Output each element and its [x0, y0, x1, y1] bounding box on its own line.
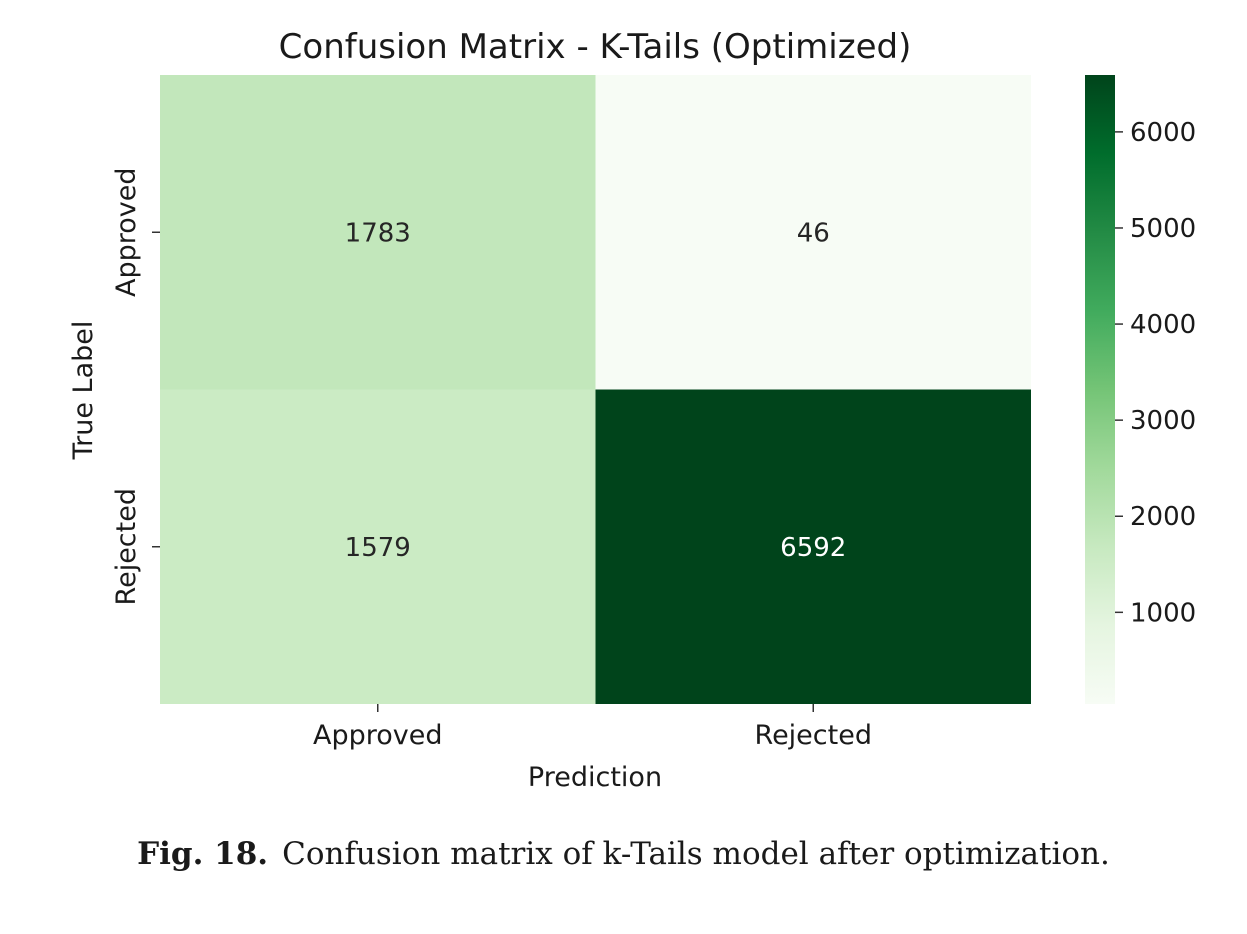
y-axis-ticks: Approved Rejected	[111, 167, 160, 605]
colorbar-tick-label: 1000	[1130, 598, 1196, 628]
x-tick-label: Approved	[313, 720, 443, 751]
chart-title: Confusion Matrix - K-Tails (Optimized)	[279, 27, 912, 67]
x-axis-label: Prediction	[528, 762, 662, 793]
colorbar-tick-label: 5000	[1130, 214, 1196, 244]
heatmap-cell-label: 6592	[780, 533, 846, 563]
heatmap-cell-labels: 1783 46 1579 6592	[345, 218, 847, 563]
y-tick-label: Approved	[111, 167, 142, 297]
colorbar-tick-label: 4000	[1130, 310, 1196, 340]
figure-caption-text: Confusion matrix of k-Tails model after …	[282, 836, 1110, 872]
heatmap-cell-label: 1783	[345, 218, 411, 248]
colorbar-tick-label: 6000	[1130, 118, 1196, 148]
y-axis-label: True Label	[68, 321, 99, 461]
x-tick-label: Rejected	[755, 720, 872, 751]
colorbar	[1085, 75, 1115, 704]
colorbar-tick-label: 2000	[1130, 502, 1196, 532]
heatmap-cell-label: 1579	[345, 533, 411, 563]
y-tick-label: Rejected	[111, 488, 142, 605]
confusion-matrix-figure: Confusion Matrix - K-Tails (Optimized) 1…	[68, 27, 1196, 793]
heatmap-cell	[160, 389, 596, 704]
heatmap-cell-label: 46	[797, 218, 830, 248]
heatmap-cell	[160, 75, 596, 390]
figure-caption-label: Fig. 18.	[137, 836, 269, 872]
colorbar-tick-label: 3000	[1130, 406, 1196, 436]
colorbar-ticks: 1000 2000 3000 4000 5000 6000	[1115, 118, 1196, 628]
heatmap-cell	[595, 75, 1031, 390]
x-axis-ticks: Approved Rejected	[313, 704, 872, 751]
figure-caption: Fig. 18. Confusion matrix of k-Tails mode…	[0, 836, 1247, 872]
heatmap-cells	[160, 75, 1031, 704]
heatmap-cell	[595, 389, 1031, 704]
